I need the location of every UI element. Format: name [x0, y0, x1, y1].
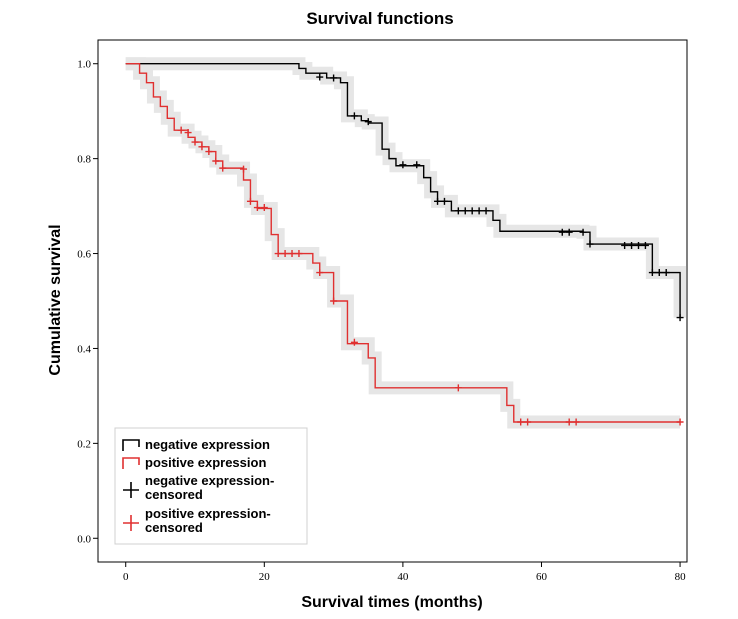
censor-mark-0-17 [621, 241, 629, 249]
censor-mark-1-7 [240, 165, 248, 173]
censor-mark-0-10 [468, 207, 476, 215]
legend: negative expression positive expression ne… [114, 427, 308, 545]
censor-mark-1-20 [524, 418, 532, 426]
censor-mark-0-7 [440, 197, 448, 205]
censor-mark-1-3 [198, 143, 206, 151]
censor-mark-0-24 [676, 314, 684, 322]
x-tick-label: 0 [123, 571, 129, 583]
series-line-1 [125, 63, 681, 423]
legend-label-2: negative expression-censored [145, 473, 274, 502]
x-tick-label: 40 [397, 571, 409, 583]
censor-mark-0-15 [579, 228, 587, 236]
censor-mark-0-5 [413, 161, 421, 169]
legend-label-0: negative expression [145, 437, 270, 452]
censor-mark-1-2 [191, 138, 199, 146]
censor-mark-1-12 [281, 250, 289, 258]
censor-mark-1-14 [295, 250, 303, 258]
censor-mark-1-11 [274, 250, 282, 258]
censor-mark-0-18 [628, 241, 636, 249]
censor-mark-1-23 [676, 418, 684, 426]
censor-mark-0-19 [634, 241, 642, 249]
censor-mark-0-1 [330, 74, 338, 82]
chart-title: Survival functions [306, 9, 453, 28]
censor-mark-0-3 [364, 118, 372, 126]
censor-mark-0-6 [434, 197, 442, 205]
censor-mark-0-0 [316, 73, 324, 81]
censor-mark-1-8 [246, 197, 254, 205]
legend-label-3: positive expression-censored [145, 506, 271, 535]
y-tick-label: 0.0 [77, 533, 91, 545]
censor-mark-1-9 [253, 204, 261, 212]
series-layer [125, 63, 684, 426]
censor-mark-1-5 [212, 157, 220, 165]
legend-label-1: positive expression [145, 455, 266, 470]
censor-mark-0-4 [399, 161, 407, 169]
y-tick-label: 0.4 [77, 343, 91, 355]
censor-mark-1-15 [316, 269, 324, 277]
censor-mark-0-20 [641, 241, 649, 249]
censor-mark-1-17 [350, 338, 358, 346]
x-axis-label: Survival times (months) [301, 594, 482, 611]
x-tick-label: 60 [536, 571, 548, 583]
censor-mark-1-16 [330, 297, 338, 305]
censor-mark-1-21 [565, 418, 573, 426]
y-tick-label: 1.0 [77, 59, 91, 71]
y-tick-label: 0.6 [77, 249, 91, 261]
censor-mark-1-1 [184, 129, 192, 137]
x-tick-label: 80 [675, 571, 687, 583]
x-tick-label: 20 [259, 571, 271, 583]
censor-mark-0-14 [565, 228, 573, 236]
censor-mark-1-13 [288, 250, 296, 258]
censor-mark-0-9 [461, 207, 469, 215]
axes: 0 20 40 60 80 0.0 0.2 0.4 0.6 0.8 1.0 [77, 59, 686, 583]
censor-mark-0-8 [454, 207, 462, 215]
legend-box [114, 427, 308, 545]
censor-mark-1-4 [205, 148, 213, 156]
legend-swatch-3 [123, 515, 139, 531]
y-tick-label: 0.8 [77, 154, 91, 166]
censor-mark-1-22 [572, 418, 580, 426]
censor-mark-0-21 [648, 269, 656, 277]
legend-swatch-2 [123, 482, 139, 498]
y-tick-label: 0.2 [77, 438, 91, 450]
censor-mark-1-18 [454, 384, 462, 392]
censor-mark-0-16 [586, 240, 594, 248]
censor-mark-0-23 [662, 269, 670, 277]
y-axis-label: Cumulative survival [47, 224, 64, 375]
legend-swatch-0 [122, 439, 140, 451]
censor-mark-0-2 [350, 112, 358, 120]
censor-mark-0-13 [558, 228, 566, 236]
censor-mark-0-12 [482, 207, 490, 215]
censor-mark-1-19 [517, 418, 525, 426]
legend-swatch-1 [122, 457, 140, 469]
censor-mark-0-11 [475, 207, 483, 215]
censor-mark-1-0 [177, 126, 185, 134]
censor-mark-1-10 [260, 204, 268, 212]
censor-mark-1-6 [219, 164, 227, 172]
censor-mark-0-22 [655, 269, 663, 277]
